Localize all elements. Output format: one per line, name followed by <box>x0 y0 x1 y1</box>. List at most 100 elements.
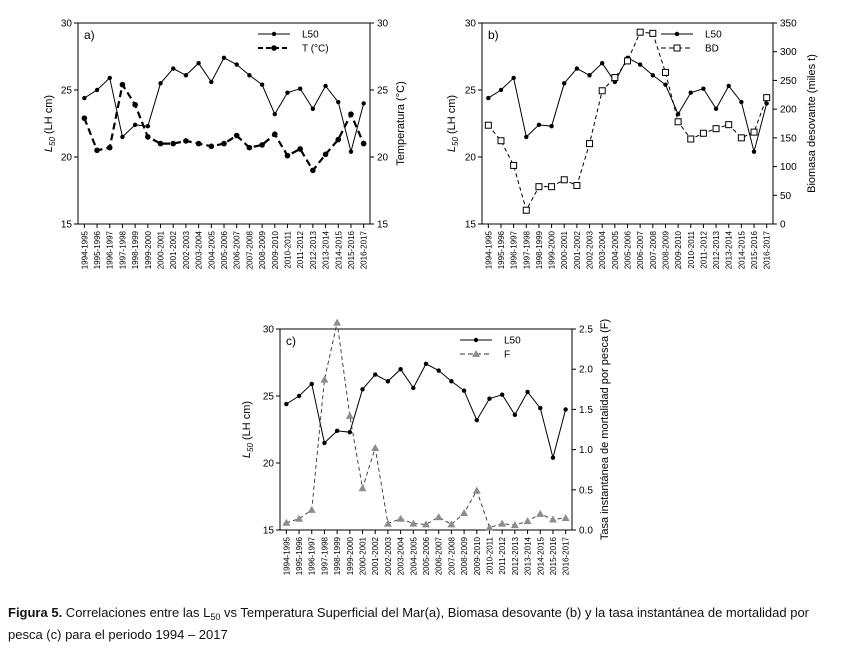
legend-label: BD <box>705 44 719 55</box>
data-point-l50 <box>284 401 289 407</box>
x-tick-label: 2006-2007 <box>435 536 444 575</box>
y-tick-label: 20 <box>61 153 73 164</box>
data-point-f <box>536 509 545 517</box>
legend-label: L50 <box>705 30 722 41</box>
data-point-l50 <box>688 90 693 95</box>
data-point-bd <box>548 183 556 191</box>
data-point-l50 <box>726 83 731 89</box>
data-point-l50 <box>663 82 668 87</box>
data-point-bd <box>497 137 505 145</box>
x-tick-label: 2013-2014 <box>524 536 533 575</box>
x-tick-label: 1997-1998 <box>118 230 127 269</box>
x-tick-label: 2005-2006 <box>624 230 633 269</box>
y2-tick-label: 350 <box>780 19 797 30</box>
data-point-bd <box>484 121 492 129</box>
data-point-f <box>434 513 443 521</box>
data-point-l50 <box>637 62 643 67</box>
y2-axis-label: Tasa instantánea de mortalidad por pesca… <box>599 319 611 540</box>
y-tick-label: 25 <box>61 86 73 97</box>
series-line-l50 <box>286 363 567 460</box>
data-point-temp <box>81 115 88 121</box>
y-tick-label: 30 <box>61 19 73 30</box>
x-tick-label: 2012-2013 <box>712 230 721 269</box>
x-tick-label: 2011-2012 <box>699 230 708 268</box>
data-point-l50 <box>336 99 341 105</box>
y2-tick-label: 0.5 <box>579 485 593 496</box>
x-tick-label: 2002-2003 <box>586 230 595 269</box>
data-point-l50 <box>574 66 580 71</box>
legend-label: F <box>504 350 510 361</box>
y-axis-label: L50 (LH cm) <box>241 401 255 458</box>
data-point-f <box>396 514 405 522</box>
data-point-l50 <box>599 61 605 66</box>
x-tick-label: 1998-1999 <box>131 230 140 269</box>
x-tick-label: 2003-2004 <box>195 230 204 269</box>
series-line-f <box>286 322 566 529</box>
x-tick-label: 2013-2014 <box>322 230 331 269</box>
data-point-bd <box>560 176 568 184</box>
series-line-l50 <box>84 57 365 154</box>
x-tick-label: 2001-2002 <box>573 230 582 269</box>
data-point-bd <box>510 161 518 169</box>
data-point-f <box>358 484 367 492</box>
data-point-bd <box>636 28 644 36</box>
data-point-l50 <box>259 82 265 87</box>
data-point-temp <box>348 111 354 117</box>
data-point-l50 <box>361 101 366 106</box>
data-point-bd <box>573 182 581 190</box>
x-tick-label: 2005-2006 <box>422 536 431 575</box>
legend-marker <box>473 337 479 343</box>
data-point-l50 <box>296 393 302 399</box>
x-tick-label: 2004-2005 <box>611 230 620 269</box>
y2-tick-label: 50 <box>780 191 792 202</box>
x-tick-label: 1999-2000 <box>548 230 557 269</box>
data-point-temp <box>259 142 265 148</box>
data-point-temp <box>94 147 100 154</box>
legend-marker <box>271 31 277 37</box>
data-point-l50 <box>348 149 354 154</box>
data-point-l50 <box>132 122 138 128</box>
y2-tick-label: 30 <box>377 19 389 30</box>
x-tick-label: 1995-1996 <box>497 230 506 269</box>
data-point-l50 <box>549 123 554 129</box>
series-line-l50 <box>488 57 768 154</box>
data-point-bd <box>661 68 669 76</box>
y-tick-label: 30 <box>263 325 275 336</box>
data-point-l50 <box>587 73 592 78</box>
figure-caption: Figura 5. Correlaciones entre las L50 vs… <box>8 604 840 643</box>
x-tick-label: 2016-2017 <box>763 230 772 269</box>
chart-panel-3: 15 20 25 30 0.0 0.5 1.0 1.5 2.0 2.5 1994-1995 1995-… <box>241 318 611 575</box>
caption-text-1: Correlaciones entre las L <box>62 605 211 620</box>
data-point-bd <box>522 206 530 214</box>
y-axis-label-sub: 50 <box>451 137 460 146</box>
panel-label: c) <box>286 334 296 348</box>
x-tick-label: 2006-2007 <box>233 230 242 269</box>
figure-canvas: 15 20 25 30 15 20 25 30 1994-1995 1995-1996 1996-1… <box>43 19 818 576</box>
data-point-f <box>307 505 316 513</box>
y2-tick-label: 0.0 <box>579 526 593 537</box>
data-point-l50 <box>145 123 151 129</box>
x-tick-label: 2003-2004 <box>598 230 607 269</box>
data-point-temp <box>145 134 151 140</box>
data-point-l50 <box>536 122 542 128</box>
data-point-f <box>447 520 456 528</box>
data-point-bd <box>586 140 594 148</box>
x-tick-label: 2007-2008 <box>245 230 254 269</box>
data-point-l50 <box>322 440 327 446</box>
y-axis-label-main: L <box>43 146 55 152</box>
legend-marker <box>674 31 680 37</box>
data-point-l50 <box>474 417 479 423</box>
data-point-l50 <box>524 134 529 140</box>
panel-label: a) <box>84 28 95 42</box>
y-tick-label: 15 <box>263 526 275 537</box>
data-point-temp <box>221 140 227 147</box>
data-point-temp <box>360 140 367 147</box>
data-point-temp <box>106 144 113 151</box>
data-point-f <box>320 375 329 383</box>
y2-tick-label: 20 <box>377 153 389 164</box>
data-point-l50 <box>385 379 391 384</box>
data-point-l50 <box>196 61 201 66</box>
x-tick-label: 2012-2013 <box>511 536 520 575</box>
data-point-l50 <box>550 455 556 460</box>
data-point-f <box>422 520 430 528</box>
